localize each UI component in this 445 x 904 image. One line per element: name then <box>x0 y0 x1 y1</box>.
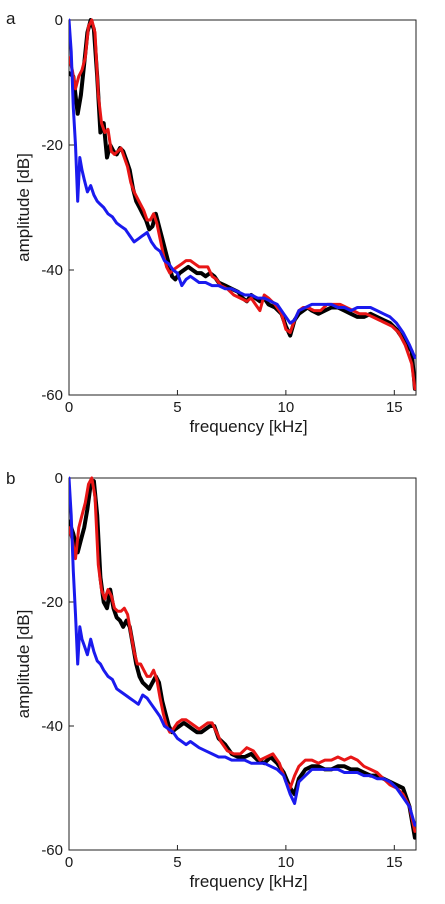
y-tick-label: -60 <box>41 387 63 404</box>
series-line-1 <box>69 476 416 833</box>
y-tick-label: -20 <box>41 137 63 154</box>
series-line-2 <box>69 18 416 359</box>
y-tick-label: -40 <box>41 718 63 735</box>
series-line-0 <box>69 18 416 391</box>
x-tick-label: 10 <box>278 399 295 416</box>
x-tick-label: 5 <box>173 399 181 416</box>
plot-frame <box>68 477 417 851</box>
y-tick-label: -20 <box>41 594 63 611</box>
x-tick-label: 5 <box>173 854 181 871</box>
panel-a: a 0 5 10 15 0 -20 -40 -60 frequency [kHz] amplitud… <box>6 9 417 436</box>
plot-frame <box>68 19 417 396</box>
panel-label: b <box>6 469 15 488</box>
y-tick-label: 0 <box>55 470 63 487</box>
x-tick-label: 0 <box>65 854 73 871</box>
panel-b: b 0 5 10 15 0 -20 -40 -60 frequency [kHz] amplitud… <box>6 469 417 891</box>
panel-label: a <box>6 9 16 28</box>
series-line-2 <box>69 476 416 827</box>
y-axis-label: amplitude [dB] <box>14 153 33 262</box>
x-axis-label: frequency [kHz] <box>189 417 307 436</box>
series-line-1 <box>69 18 416 391</box>
series-line-0 <box>69 479 416 840</box>
y-tick-label: 0 <box>55 12 63 29</box>
x-tick-label: 10 <box>278 854 295 871</box>
y-axis-label: amplitude [dB] <box>14 610 33 719</box>
series-group <box>69 476 416 840</box>
series-group <box>69 18 416 391</box>
y-tick-label: -40 <box>41 262 63 279</box>
x-tick-label: 15 <box>386 854 403 871</box>
x-tick-label: 15 <box>386 399 403 416</box>
y-tick-label: -60 <box>41 842 63 859</box>
x-tick-label: 0 <box>65 399 73 416</box>
x-axis-label: frequency [kHz] <box>189 872 307 891</box>
